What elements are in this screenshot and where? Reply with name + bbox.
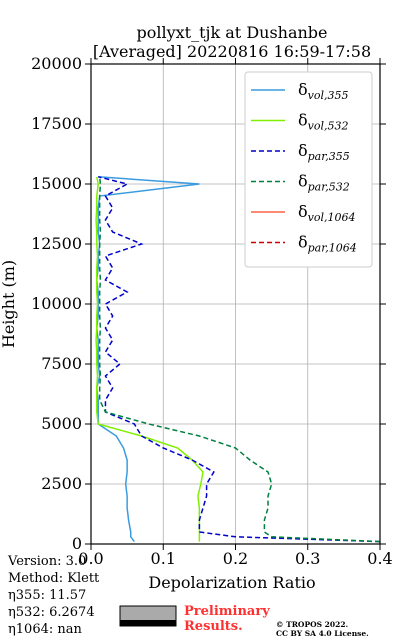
x-tick-label: 0.1 <box>151 549 176 568</box>
info-text: η1064: nan <box>8 622 83 637</box>
copyright-text: © TROPOS 2022. <box>276 620 348 629</box>
series-line <box>96 176 200 543</box>
y-tick-label: 17500 <box>31 114 82 133</box>
logo <box>119 605 177 627</box>
stamp-text: Results. <box>184 619 243 634</box>
y-tick-label: 20000 <box>31 54 82 73</box>
x-tick-label: 0.2 <box>223 549 248 568</box>
x-tick-label: 0.4 <box>367 549 392 568</box>
legend-label: δvol,532 <box>298 111 349 133</box>
y-tick-label: 0 <box>72 534 82 553</box>
x-axis-label: Depolarization Ratio <box>148 573 315 592</box>
info-text: Method: Klett <box>8 571 100 586</box>
copyright-text: CC BY SA 4.0 License. <box>276 629 369 638</box>
y-tick-label: 2500 <box>41 474 82 493</box>
y-tick-label: 10000 <box>31 294 82 313</box>
info-text: η532: 6.2674 <box>8 605 95 620</box>
y-tick-label: 5000 <box>41 414 82 433</box>
plot-frame <box>90 63 381 545</box>
series-line <box>98 176 380 543</box>
plot-lines <box>95 176 380 543</box>
series-line <box>95 176 204 542</box>
legend-label: δpar,1064 <box>298 233 357 255</box>
x-tick-label: 0.3 <box>295 549 320 568</box>
y-axis-label: Height (m) <box>0 260 18 348</box>
y-tick-label: 7500 <box>41 354 82 373</box>
legend-label: δpar,532 <box>298 172 350 194</box>
chart-title: pollyxt_tjk at Dushanbe <box>136 23 327 42</box>
legend-label: δvol,355 <box>298 80 349 102</box>
y-tick-label: 15000 <box>31 174 82 193</box>
series-line <box>98 176 380 543</box>
info-text: η355: 11.57 <box>8 588 86 603</box>
legend-label: δpar,355 <box>298 141 350 163</box>
chart-title: [Averaged] 20220816 16:59-17:58 <box>93 42 371 61</box>
legend-label: δvol,1064 <box>298 202 356 224</box>
stamp-text: Preliminary <box>184 604 270 619</box>
y-tick-label: 12500 <box>31 234 82 253</box>
info-text: Version: 3.0 <box>7 554 86 569</box>
x-tick-label: 0.0 <box>78 549 103 568</box>
